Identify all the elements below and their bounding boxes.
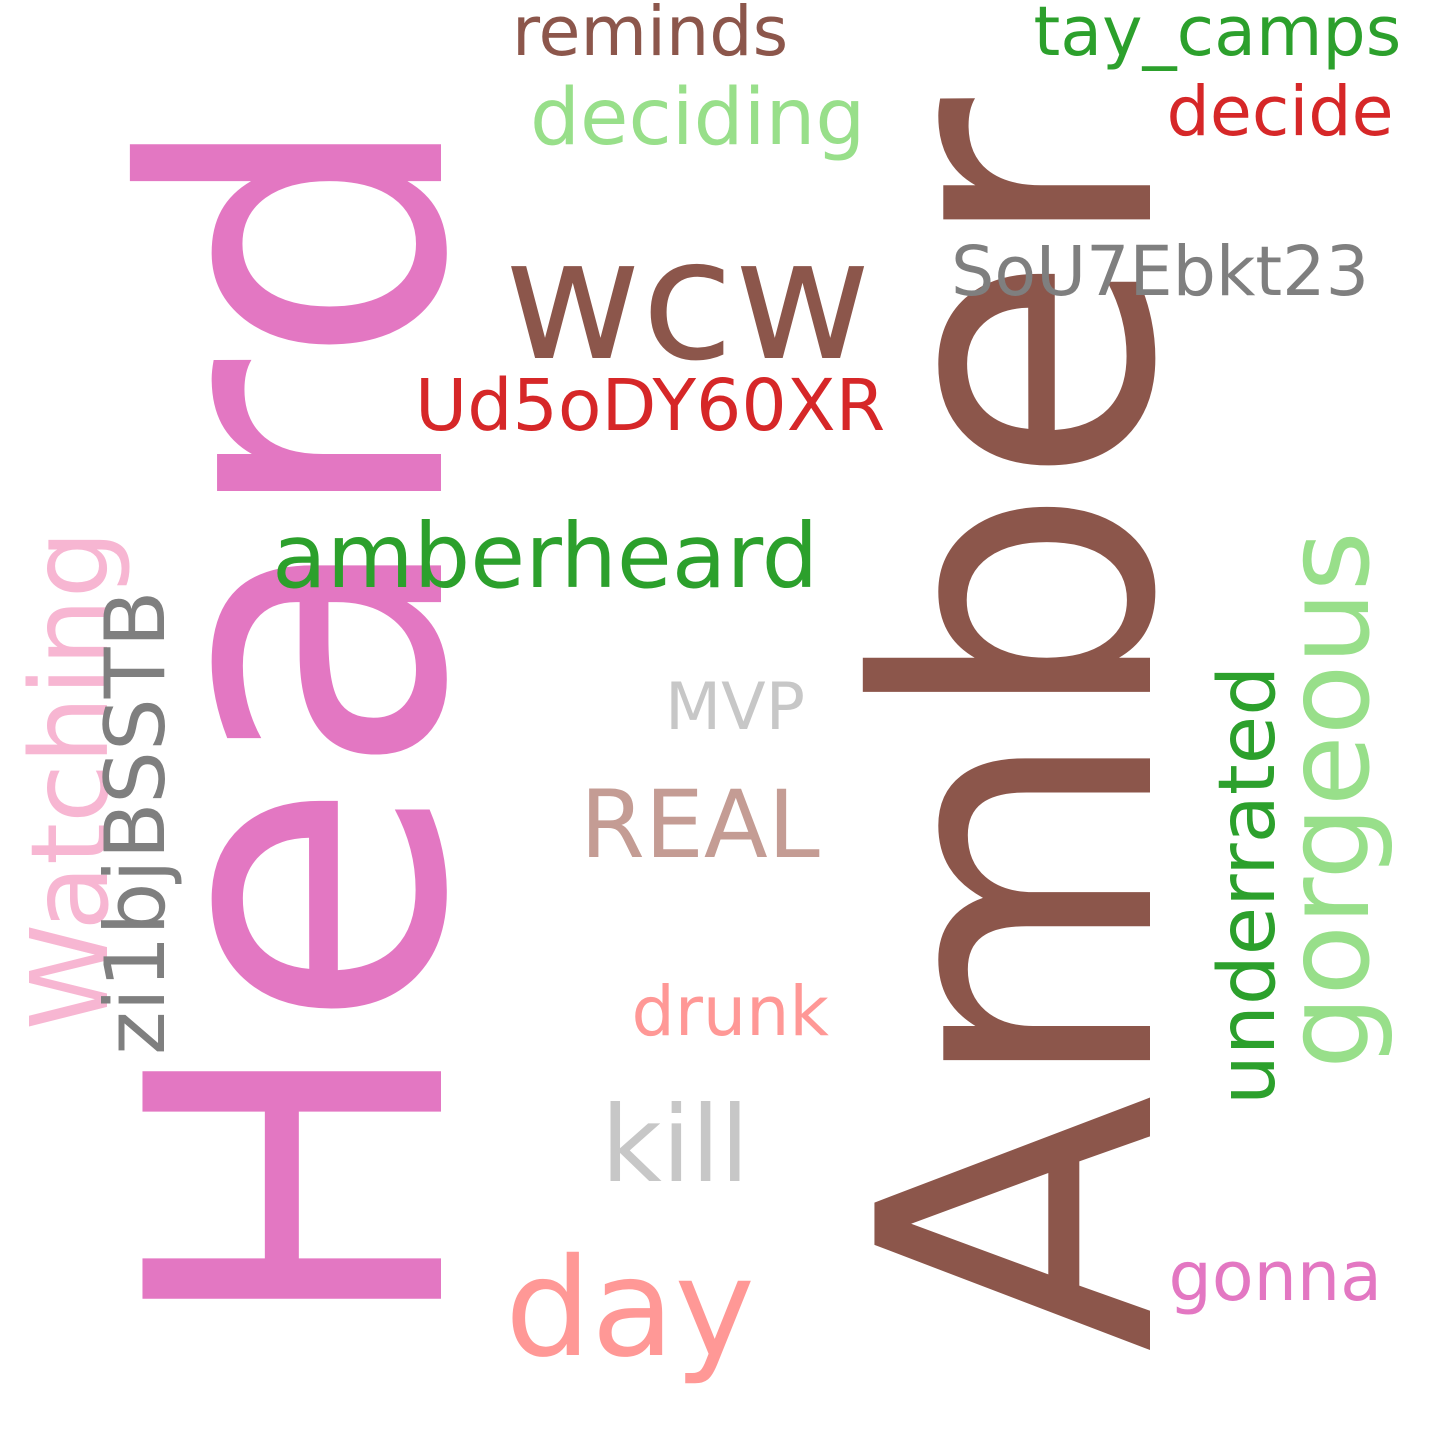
word-zi1bjbsstb: zi1bjBSSTB	[86, 590, 184, 1055]
word-wcw: wcw	[504, 202, 872, 398]
word-amberheard: amberheard	[272, 505, 819, 609]
word-tay-camps: tay_camps	[1033, 0, 1402, 72]
word-underrated: underrated	[1201, 665, 1293, 1105]
word-reminds: reminds	[512, 0, 789, 72]
word-sou7ebkt23: SoU7Ebkt23	[951, 232, 1370, 312]
word-kill: kill	[601, 1083, 750, 1206]
word-real: REAL	[580, 770, 820, 880]
word-ud5ody60xr: Ud5oDY60XR	[415, 363, 886, 447]
word-drunk: drunk	[631, 972, 829, 1052]
word-day: day	[505, 1230, 755, 1388]
word-gonna: gonna	[1168, 1237, 1382, 1317]
word-decide: decide	[1166, 72, 1394, 152]
word-deciding: deciding	[530, 71, 866, 163]
word-mvp: MVP	[665, 670, 805, 745]
